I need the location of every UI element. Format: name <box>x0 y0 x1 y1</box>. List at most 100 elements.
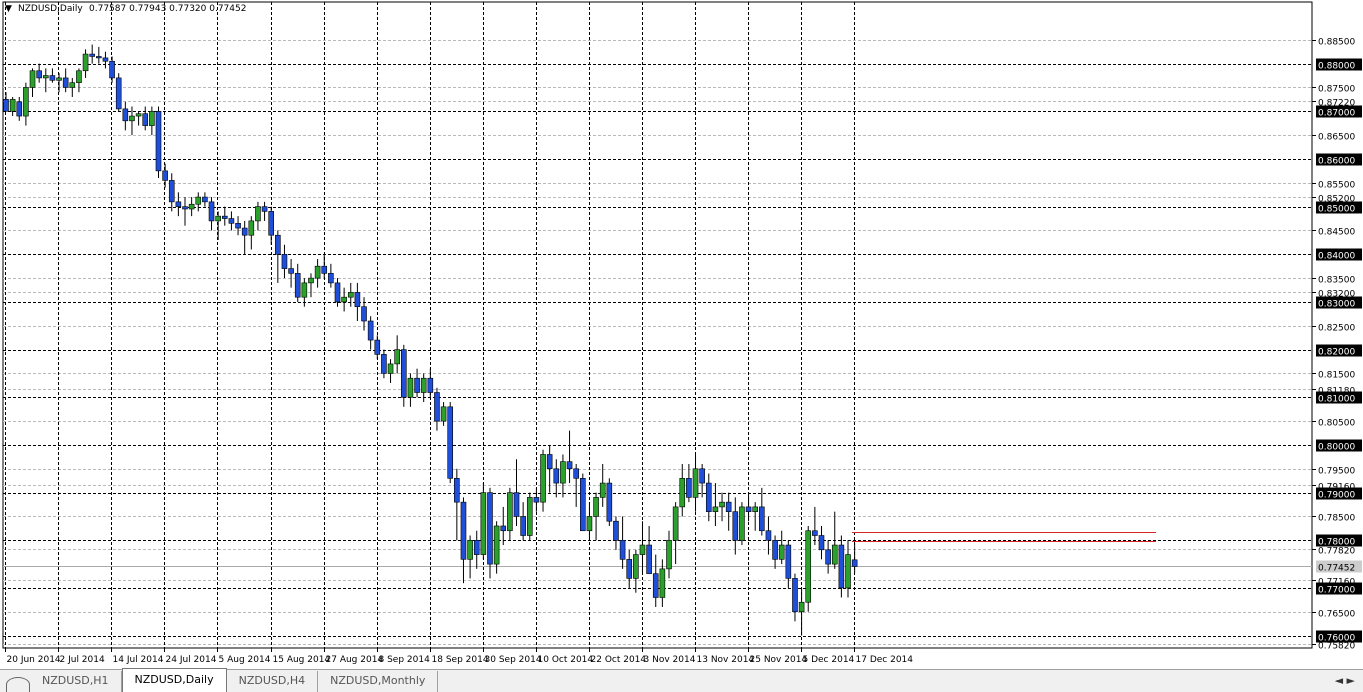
candle-body <box>778 544 785 560</box>
candle-body <box>89 53 95 57</box>
price-label-bg <box>1316 630 1362 643</box>
candle-body <box>182 206 188 210</box>
price-label-major: 0.82000 <box>1318 348 1355 358</box>
price-label-minor: 0.88500 <box>1318 38 1355 48</box>
price-label-minor: 0.78500 <box>1318 514 1355 524</box>
price-label-bg <box>1316 582 1362 595</box>
candle-body <box>666 539 672 570</box>
price-label-bg <box>1316 439 1362 452</box>
price-label-bg <box>1316 153 1362 166</box>
price-label-minor: 0.79160 <box>1318 483 1355 493</box>
price-label-minor: 0.82500 <box>1318 324 1355 334</box>
tab-nzdusd-daily[interactable]: NZDUSD,Daily <box>121 668 227 692</box>
time-label: 2 Jul 2014 <box>60 655 105 665</box>
candle-body <box>23 87 29 117</box>
time-label: 15 Aug 2014 <box>273 655 331 665</box>
price-label-major: 0.87000 <box>1318 109 1355 119</box>
candle-body <box>705 482 712 512</box>
candle-body <box>314 265 321 279</box>
time-label: 5 Aug 2014 <box>219 655 271 665</box>
candle-body <box>798 601 805 613</box>
candle-body <box>725 501 732 512</box>
price-label-minor: 0.87220 <box>1318 99 1355 109</box>
candle-body <box>646 544 652 574</box>
candle-body <box>454 478 460 503</box>
tab-nzdusd-h4[interactable]: NZDUSD,H4 <box>227 671 319 692</box>
candle-body <box>686 478 692 498</box>
candle-body <box>526 497 533 536</box>
candle-body <box>175 201 182 207</box>
tab-nzdusd-monthly[interactable]: NZDUSD,Monthly <box>318 671 439 692</box>
candle-body <box>42 75 49 79</box>
candle-body <box>354 292 361 308</box>
candle-body <box>851 559 858 567</box>
price-label-minor: 0.83500 <box>1318 276 1355 286</box>
time-label: 13 Nov 2014 <box>697 655 755 665</box>
candle-body <box>394 349 400 365</box>
candle-body <box>109 60 115 79</box>
candle-body <box>122 108 129 122</box>
tab-nzdusd-h1[interactable]: NZDUSD,H1 <box>30 671 122 692</box>
candle-body <box>792 578 798 613</box>
candle-body <box>440 406 447 422</box>
candle-body <box>812 530 818 536</box>
candle-body <box>36 70 42 79</box>
chart-tabs: NZDUSD,H1 NZDUSD,Daily NZDUSD,H4 NZDUSD,… <box>0 668 1363 692</box>
candle-body <box>381 354 387 374</box>
price-label-minor: 0.85500 <box>1318 181 1355 191</box>
time-label: 17 Dec 2014 <box>856 655 914 665</box>
price-chart[interactable]: 0.88000 0.87000 0.86000 0.85000 0.84000 0.830… <box>0 0 1363 669</box>
candle-body <box>221 215 228 219</box>
candle-body <box>626 559 633 579</box>
candle-body <box>772 539 778 560</box>
current-price-label-bg <box>1316 560 1362 573</box>
candle-body <box>838 544 845 589</box>
candle-body <box>553 468 560 484</box>
candle-body <box>606 482 613 522</box>
candle-body <box>420 377 427 393</box>
candle-body <box>361 306 367 322</box>
price-label-minor: 0.81500 <box>1318 371 1355 381</box>
tab-scroll-arrows-icon[interactable]: ◄ ► <box>1334 674 1355 687</box>
candle-body <box>745 506 752 512</box>
candle-body <box>142 113 149 126</box>
price-label-minor: 0.86500 <box>1318 133 1355 143</box>
price-label-bg <box>1316 487 1362 500</box>
candle-body <box>275 234 281 255</box>
terminal-logo-icon <box>6 677 30 692</box>
candle-body <box>480 492 487 555</box>
candle-body <box>434 392 440 422</box>
price-label-minor: 0.79500 <box>1318 467 1355 477</box>
candle-body <box>321 265 328 274</box>
time-label: 30 Sep 2014 <box>485 655 542 665</box>
chart-ohlc: 0.77587 0.77943 0.77320 0.77452 <box>89 4 246 14</box>
candle-body <box>487 492 493 565</box>
candle-body <box>135 113 142 117</box>
candle-body <box>533 497 540 503</box>
price-label-minor: 0.85200 <box>1318 195 1355 205</box>
price-label-minor: 0.83200 <box>1318 290 1355 300</box>
candle-body <box>149 110 155 126</box>
price-label-major: 0.77000 <box>1318 586 1355 596</box>
candle-body <box>49 75 56 81</box>
price-label-major: 0.85000 <box>1318 205 1355 215</box>
price-label-minor: 0.84500 <box>1318 228 1355 238</box>
candle-body <box>129 115 135 122</box>
candle-body <box>566 461 573 470</box>
candle-body <box>447 406 454 479</box>
candle-body <box>56 77 62 81</box>
chart-menu-marker[interactable]: ▼ <box>5 4 12 14</box>
candle-body <box>215 215 221 222</box>
candle-body <box>573 468 579 479</box>
price-label-minor: 0.76500 <box>1318 610 1355 620</box>
candle-body <box>228 218 235 224</box>
time-label: 25 Nov 2014 <box>750 655 808 665</box>
price-label-major: 0.88000 <box>1318 62 1355 72</box>
chart-window[interactable]: 0.88000 0.87000 0.86000 0.85000 0.84000 0.830… <box>0 0 1363 669</box>
time-label: 24 Jul 2014 <box>166 655 217 665</box>
current-price-label: 0.77452 <box>1318 564 1355 574</box>
price-label-minor: 0.81180 <box>1318 387 1355 397</box>
time-label: 3 Nov 2014 <box>644 655 696 665</box>
candle-body <box>831 544 838 565</box>
candle-body <box>255 206 261 222</box>
